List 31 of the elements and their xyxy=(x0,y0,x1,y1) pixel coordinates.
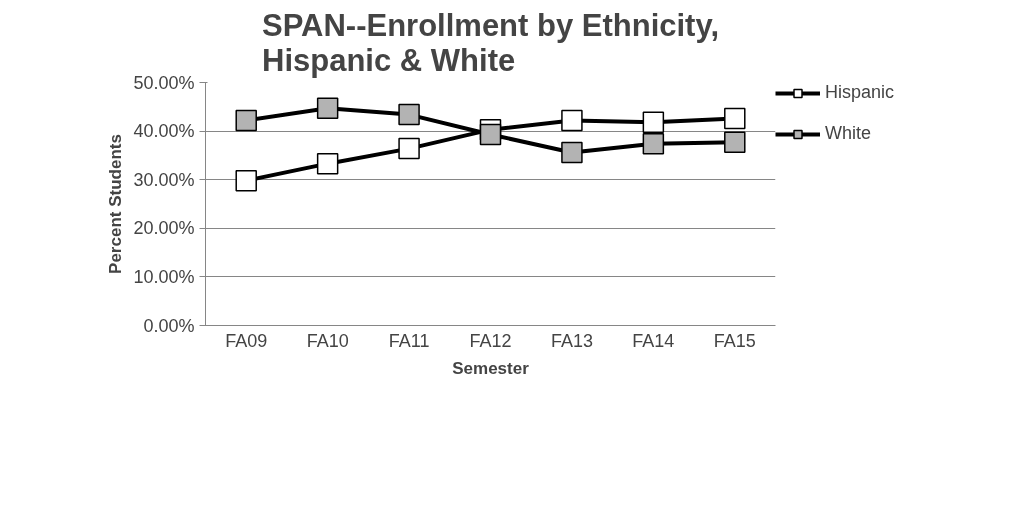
point xyxy=(316,97,339,120)
x-tick-label: FA10 xyxy=(306,330,349,351)
x-tick-label: FA09 xyxy=(225,330,268,351)
point xyxy=(642,132,665,155)
point xyxy=(398,137,420,160)
point xyxy=(724,107,746,130)
point xyxy=(724,131,746,154)
point xyxy=(235,109,257,132)
point xyxy=(642,111,665,134)
point xyxy=(561,109,583,132)
y-tick-label: 30.00% xyxy=(133,169,195,190)
x-axis-title: Semester xyxy=(452,358,530,378)
y-tick-label: 20.00% xyxy=(133,218,195,239)
point xyxy=(316,152,339,175)
x-tick-label: FA12 xyxy=(469,330,512,351)
y-tick-label: 0.00% xyxy=(143,315,195,336)
x-tick-label: FA14 xyxy=(632,330,675,351)
x-tick-label: FA11 xyxy=(388,330,430,351)
y-tick-label: 40.00% xyxy=(133,121,195,142)
legend-label: Hispanic xyxy=(825,82,895,103)
y-tick-label: 50.00% xyxy=(133,72,195,93)
y-tick-label: 10.00% xyxy=(133,266,195,287)
point xyxy=(235,169,257,192)
point xyxy=(479,123,502,146)
x-tick-label: FA15 xyxy=(713,330,756,351)
legend-label: White xyxy=(825,123,872,144)
chart-title: SPAN--Enrollment by Ethnicity, Hispanic & White xyxy=(262,7,719,78)
point xyxy=(561,141,583,164)
y-axis-title: Percent Students xyxy=(106,134,126,274)
x-tick-label: FA13 xyxy=(550,330,593,351)
point xyxy=(398,103,420,126)
